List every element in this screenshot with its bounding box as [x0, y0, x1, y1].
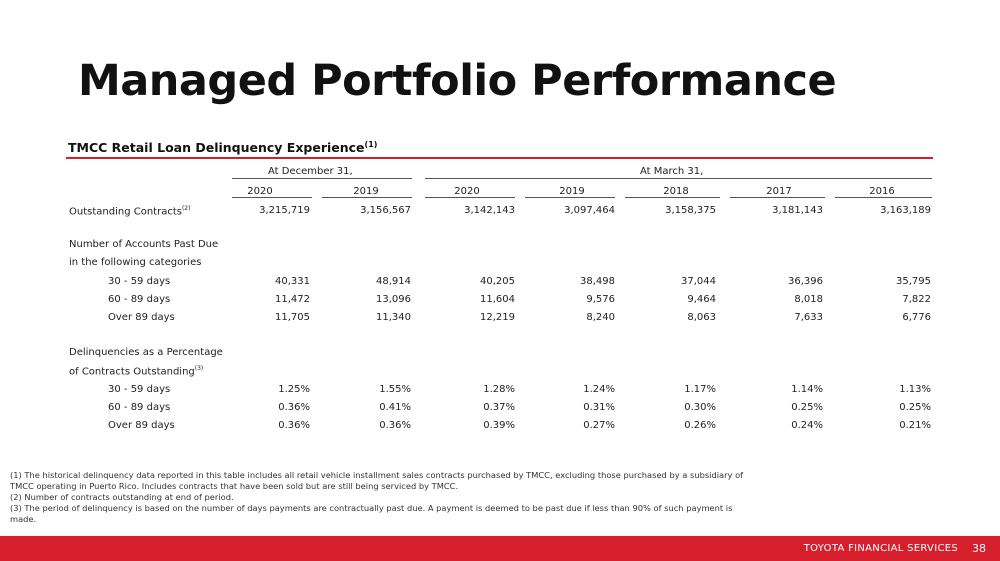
- cell: 35,795: [896, 276, 931, 287]
- table-row: Over 89 days 0.36% 0.36% 0.39% 0.27% 0.2…: [108, 420, 931, 431]
- cell: 0.25%: [899, 402, 931, 413]
- cell: 0.30%: [684, 402, 716, 413]
- footer-bar: TOYOTA FINANCIAL SERVICES 38: [0, 536, 1000, 561]
- cell: 3,181,143: [772, 205, 823, 216]
- cell: 7,633: [794, 312, 823, 323]
- table-row: 30 - 59 days 1.25% 1.55% 1.28% 1.24% 1.1…: [108, 384, 931, 395]
- footnotes: (1) The historical delinquency data repo…: [10, 470, 750, 525]
- table-row: 60 - 89 days 0.36% 0.41% 0.37% 0.31% 0.3…: [108, 402, 931, 413]
- cell: 1.24%: [583, 384, 615, 395]
- year-underline: [232, 197, 312, 198]
- cell: 37,044: [681, 276, 716, 287]
- group-header-december: At December 31,: [268, 166, 353, 177]
- cell: 3,215,719: [259, 205, 310, 216]
- title-divider: [66, 157, 933, 159]
- cell: 0.26%: [684, 420, 716, 431]
- group-header-march: At March 31,: [640, 166, 704, 177]
- cell: 48,914: [376, 276, 411, 287]
- table-row: Over 89 days 11,705 11,340 12,219 8,240 …: [108, 312, 931, 323]
- cell: 8,063: [687, 312, 716, 323]
- table-row: 30 - 59 days 40,331 48,914 40,205 38,498…: [108, 276, 931, 287]
- table-title-text: TMCC Retail Loan Delinquency Experience: [68, 140, 365, 156]
- year-underline: [625, 197, 720, 198]
- year-header: 2019: [353, 186, 379, 197]
- cell: 9,464: [687, 294, 716, 305]
- table-row: 60 - 89 days 11,472 13,096 11,604 9,576 …: [108, 294, 931, 305]
- year-underline: [835, 197, 932, 198]
- cell: 1.17%: [684, 384, 716, 395]
- group-underline-march: [425, 178, 932, 179]
- cell: 3,158,375: [665, 205, 716, 216]
- year-header: 2018: [663, 186, 689, 197]
- cell: 3,142,143: [464, 205, 515, 216]
- section-heading: of Contracts Outstanding(3): [69, 365, 204, 378]
- footer-company: TOYOTA FINANCIAL SERVICES: [803, 543, 958, 554]
- cell: 3,097,464: [564, 205, 615, 216]
- year-underline: [425, 197, 515, 198]
- cell: 0.36%: [379, 420, 411, 431]
- cell: 0.24%: [791, 420, 823, 431]
- cell: 0.39%: [483, 420, 515, 431]
- cell: 3,156,567: [360, 205, 411, 216]
- year-header: 2017: [766, 186, 792, 197]
- cell: 1.25%: [278, 384, 310, 395]
- cell: 0.37%: [483, 402, 515, 413]
- cell: 0.36%: [278, 402, 310, 413]
- year-header: 2019: [559, 186, 585, 197]
- cell: 40,205: [480, 276, 515, 287]
- page-title: Managed Portfolio Performance: [78, 56, 837, 106]
- cell: 11,472: [275, 294, 310, 305]
- page-number: 38: [972, 542, 986, 555]
- table-title-note: (1): [364, 140, 378, 149]
- year-header: 2020: [247, 186, 273, 197]
- cell: 1.13%: [899, 384, 931, 395]
- cell: 0.25%: [791, 402, 823, 413]
- cell: 0.41%: [379, 402, 411, 413]
- year-underline: [322, 197, 412, 198]
- cell: 6,776: [902, 312, 931, 323]
- cell: 3,163,189: [880, 205, 931, 216]
- year-header: 2020: [454, 186, 480, 197]
- row-label: Outstanding Contracts(2): [69, 205, 191, 218]
- section-heading: Number of Accounts Past Due: [69, 239, 219, 250]
- cell: 40,331: [275, 276, 310, 287]
- cell: 8,018: [794, 294, 823, 305]
- group-underline-december: [232, 178, 412, 179]
- cell: 9,576: [586, 294, 615, 305]
- cell: 1.28%: [483, 384, 515, 395]
- table-row-outstanding: Outstanding Contracts(2) 3,215,719 3,156…: [0, 205, 1000, 219]
- cell: 1.14%: [791, 384, 823, 395]
- cell: 0.31%: [583, 402, 615, 413]
- cell: 11,340: [376, 312, 411, 323]
- table-title: TMCC Retail Loan Delinquency Experience(…: [68, 140, 377, 155]
- cell: 38,498: [580, 276, 615, 287]
- cell: 0.27%: [583, 420, 615, 431]
- cell: 0.36%: [278, 420, 310, 431]
- section-heading: Delinquencies as a Percentage: [69, 347, 223, 358]
- year-header: 2016: [869, 186, 895, 197]
- section-heading: in the following categories: [69, 257, 202, 268]
- year-underline: [525, 197, 615, 198]
- cell: 12,219: [480, 312, 515, 323]
- cell: 8,240: [586, 312, 615, 323]
- cell: 36,396: [788, 276, 823, 287]
- cell: 13,096: [376, 294, 411, 305]
- footnote: (1) The historical delinquency data repo…: [10, 470, 744, 491]
- year-underline: [730, 197, 825, 198]
- cell: 7,822: [902, 294, 931, 305]
- cell: 0.21%: [899, 420, 931, 431]
- footnote: (3) The period of delinquency is based o…: [10, 503, 733, 524]
- cell: 11,705: [275, 312, 310, 323]
- cell: 11,604: [480, 294, 515, 305]
- cell: 1.55%: [379, 384, 411, 395]
- footnote: (2) Number of contracts outstanding at e…: [10, 492, 234, 502]
